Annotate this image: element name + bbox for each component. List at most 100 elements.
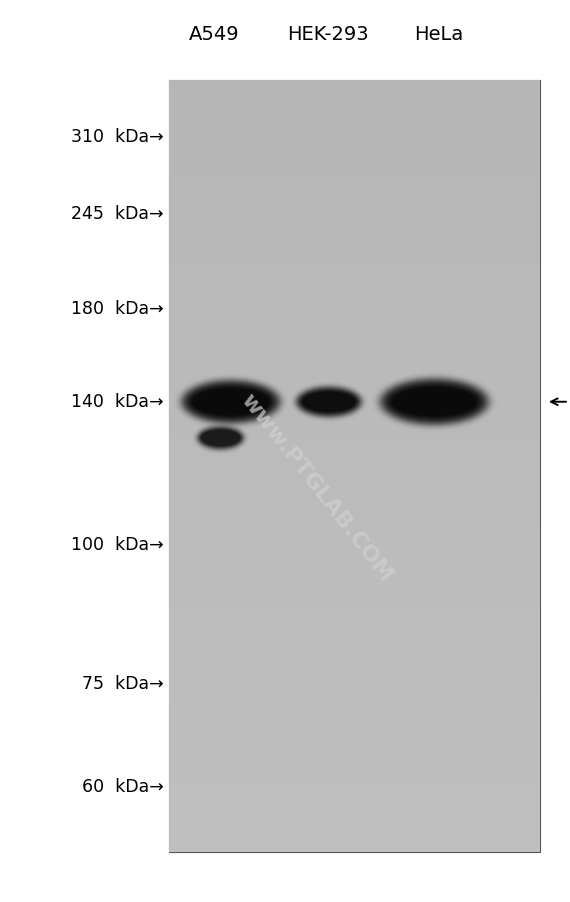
Ellipse shape — [301, 391, 357, 413]
Bar — [169, 833, 540, 842]
Text: 245  kDa→: 245 kDa→ — [71, 205, 164, 223]
Bar — [169, 409, 540, 419]
Bar — [169, 149, 540, 159]
Bar — [169, 698, 540, 708]
Bar — [169, 659, 540, 669]
Ellipse shape — [180, 379, 282, 426]
Text: HEK-293: HEK-293 — [287, 24, 369, 44]
Bar — [169, 168, 540, 178]
Ellipse shape — [300, 391, 357, 414]
Bar — [169, 139, 540, 149]
Bar — [169, 573, 540, 583]
Bar — [169, 621, 540, 630]
Ellipse shape — [382, 380, 487, 425]
Ellipse shape — [189, 386, 273, 419]
Bar — [169, 727, 540, 737]
Bar — [169, 390, 540, 400]
Bar — [169, 245, 540, 254]
Bar — [169, 795, 540, 805]
Ellipse shape — [184, 382, 278, 422]
Text: 140  kDa→: 140 kDa→ — [71, 392, 164, 410]
Ellipse shape — [195, 424, 246, 453]
Bar — [169, 583, 540, 592]
Ellipse shape — [196, 425, 246, 452]
Bar — [169, 332, 540, 342]
Bar — [169, 400, 540, 409]
Bar — [169, 766, 540, 775]
Bar — [169, 274, 540, 283]
Bar — [169, 313, 540, 322]
Bar — [169, 776, 540, 785]
Bar — [169, 805, 540, 814]
Bar — [169, 351, 540, 361]
Ellipse shape — [377, 376, 492, 428]
Ellipse shape — [381, 379, 488, 426]
Ellipse shape — [194, 424, 247, 453]
Ellipse shape — [186, 384, 275, 420]
Bar — [169, 81, 540, 91]
Bar — [169, 717, 540, 727]
Bar — [169, 534, 540, 544]
Bar — [169, 515, 540, 525]
Bar — [169, 188, 540, 197]
Bar — [169, 419, 540, 428]
Text: 75  kDa→: 75 kDa→ — [82, 674, 164, 692]
Bar — [169, 91, 540, 100]
Bar — [169, 669, 540, 679]
Ellipse shape — [198, 428, 243, 449]
Bar — [169, 679, 540, 688]
Bar — [169, 814, 540, 824]
Bar — [169, 640, 540, 650]
Bar — [169, 264, 540, 274]
Bar — [169, 525, 540, 534]
Text: HeLa: HeLa — [414, 24, 463, 44]
Bar — [169, 554, 540, 563]
Bar — [169, 371, 540, 380]
Text: 100  kDa→: 100 kDa→ — [71, 535, 164, 553]
Ellipse shape — [191, 388, 271, 417]
Ellipse shape — [181, 380, 281, 425]
Bar — [169, 824, 540, 833]
Ellipse shape — [197, 426, 245, 451]
Ellipse shape — [190, 387, 272, 418]
Bar — [169, 361, 540, 371]
Ellipse shape — [188, 385, 274, 419]
Bar — [169, 650, 540, 659]
Ellipse shape — [200, 428, 242, 448]
Bar — [169, 159, 540, 168]
Ellipse shape — [303, 392, 355, 412]
Text: www.PTGLAB.COM: www.PTGLAB.COM — [237, 390, 396, 584]
Bar — [169, 563, 540, 573]
Ellipse shape — [298, 389, 360, 416]
Text: 310  kDa→: 310 kDa→ — [71, 128, 164, 146]
Ellipse shape — [295, 386, 363, 419]
Bar — [169, 746, 540, 756]
Bar — [169, 428, 540, 437]
Ellipse shape — [392, 388, 477, 417]
Ellipse shape — [193, 389, 270, 416]
Bar — [169, 486, 540, 496]
Bar — [169, 737, 540, 746]
Ellipse shape — [201, 429, 241, 447]
Ellipse shape — [185, 383, 276, 421]
Ellipse shape — [384, 382, 484, 422]
Ellipse shape — [196, 426, 245, 451]
Bar — [169, 437, 540, 447]
Bar — [169, 756, 540, 766]
Bar — [169, 283, 540, 293]
Ellipse shape — [197, 427, 244, 450]
Ellipse shape — [387, 384, 482, 420]
Ellipse shape — [293, 384, 365, 420]
Ellipse shape — [299, 389, 359, 416]
Ellipse shape — [374, 374, 495, 430]
Ellipse shape — [297, 388, 361, 417]
Ellipse shape — [201, 430, 240, 446]
Ellipse shape — [182, 381, 280, 424]
Bar — [169, 592, 540, 602]
Ellipse shape — [183, 382, 279, 423]
Ellipse shape — [199, 428, 242, 448]
Bar — [169, 129, 540, 139]
Bar — [169, 110, 540, 120]
Bar — [169, 81, 540, 852]
Bar — [169, 612, 540, 621]
